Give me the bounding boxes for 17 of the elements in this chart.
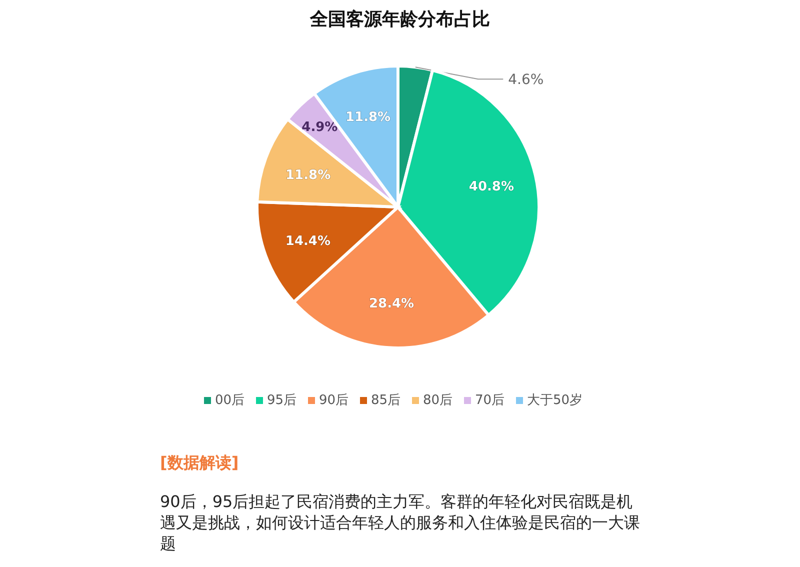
text: 90后，95后担起了民宿消费的主力军。客群的年轻化对民宿既是机遇又是挑战，如何设计适合年轻人的服务和入住体验是民宿的一大课题 [160,491,640,554]
chart-title: 全国客源年龄分布占比 [309,9,490,30]
data-label: 11.8% [346,110,391,125]
legend-label: 80后 [423,393,453,408]
data-label: 28.4% [368,296,414,312]
legend-label: 95后 [267,393,297,408]
legend-label: 00后 [215,393,245,408]
legend-label: 70后 [475,393,505,408]
legend-label: 大于50岁 [527,393,583,408]
data-label: 11.8% [286,168,331,183]
text: [数据解读] [160,452,240,473]
data-label: 40.8% [468,180,514,195]
data-label: 4.6% [508,72,544,88]
legend-label: 85后 [371,393,401,408]
data-label: 4.9% [302,120,338,135]
data-label: 14.4% [285,234,331,249]
legend-label: 90后 [319,393,349,408]
